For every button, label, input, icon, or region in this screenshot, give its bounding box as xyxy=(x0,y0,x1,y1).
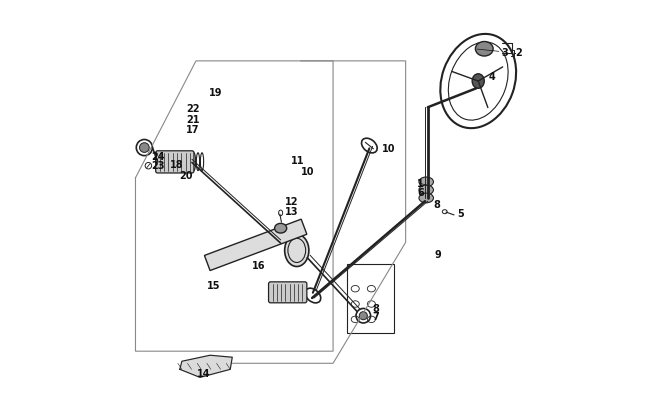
Bar xyxy=(347,265,393,333)
FancyBboxPatch shape xyxy=(155,151,194,173)
Text: 21: 21 xyxy=(186,114,200,124)
Text: 18: 18 xyxy=(170,159,183,169)
Text: 10: 10 xyxy=(301,166,315,176)
Text: 1: 1 xyxy=(417,178,424,188)
Text: 13: 13 xyxy=(285,207,298,216)
Text: 12: 12 xyxy=(285,196,298,206)
Text: 22: 22 xyxy=(186,104,200,114)
Text: 8: 8 xyxy=(372,303,379,313)
Ellipse shape xyxy=(419,185,434,195)
Ellipse shape xyxy=(359,312,367,320)
Polygon shape xyxy=(204,220,307,271)
Ellipse shape xyxy=(140,143,150,153)
Text: 16: 16 xyxy=(252,261,265,271)
Ellipse shape xyxy=(419,177,434,187)
Text: 7: 7 xyxy=(372,311,379,321)
Text: 11: 11 xyxy=(291,156,304,166)
Text: 10: 10 xyxy=(382,143,395,153)
Text: 23: 23 xyxy=(151,160,164,171)
Text: 2: 2 xyxy=(515,47,522,58)
Text: 5: 5 xyxy=(457,209,464,219)
Text: 4: 4 xyxy=(488,72,495,82)
Text: 6: 6 xyxy=(417,188,424,198)
Text: 20: 20 xyxy=(179,171,192,181)
Ellipse shape xyxy=(274,224,287,233)
Text: 8: 8 xyxy=(433,200,440,210)
Text: 3: 3 xyxy=(502,47,508,58)
Polygon shape xyxy=(180,355,232,377)
Text: 9: 9 xyxy=(435,249,441,259)
Text: 19: 19 xyxy=(209,88,223,98)
Ellipse shape xyxy=(285,234,309,267)
Ellipse shape xyxy=(419,194,434,203)
Text: 24: 24 xyxy=(151,151,164,161)
Ellipse shape xyxy=(475,43,493,57)
Text: 17: 17 xyxy=(186,124,200,134)
Text: 15: 15 xyxy=(207,280,220,290)
Text: 14: 14 xyxy=(197,369,211,378)
FancyBboxPatch shape xyxy=(268,282,307,303)
Ellipse shape xyxy=(472,75,484,89)
